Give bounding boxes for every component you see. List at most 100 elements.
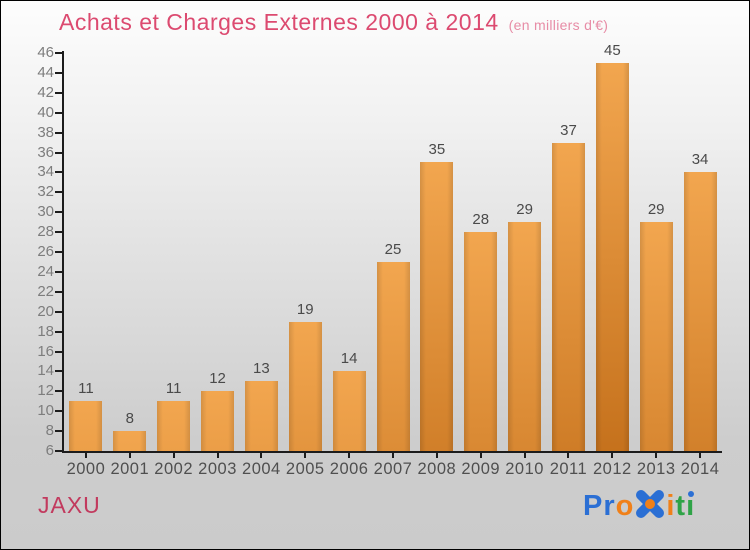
y-axis-tick-mark [55, 91, 62, 94]
x-axis-tick-mark [567, 453, 570, 458]
company-label: JAXU [38, 492, 101, 518]
y-axis-tick-label: 24 [37, 262, 54, 280]
y-axis-tick-mark [55, 131, 62, 134]
x-axis-tick-mark [611, 453, 614, 458]
bar-2006 [332, 371, 366, 451]
x-axis-category-label: 2013 [636, 460, 676, 478]
y-axis-tick-label: 42 [37, 83, 54, 101]
y-axis-tick-mark [55, 290, 62, 293]
x-axis-tick-mark [260, 453, 263, 458]
x-axis-tick-mark [435, 453, 438, 458]
bar-2013 [639, 222, 673, 451]
x-axis-category-label: 2003 [198, 460, 237, 478]
y-axis-tick-label: 34 [37, 163, 54, 181]
chart-subtitle: (en milliers d'€) [508, 17, 609, 33]
bar-2009 [464, 232, 498, 451]
y-axis-tick-mark [55, 430, 62, 433]
bar-value-label: 34 [691, 151, 709, 169]
y-axis-tick-mark [55, 52, 62, 54]
y-axis-tick-label: 28 [37, 223, 54, 241]
x-axis-tick-mark [304, 453, 307, 458]
x-axis-category-label: 2008 [417, 460, 457, 478]
x-axis-category-label: 2014 [680, 460, 720, 478]
y-axis-tick-mark [55, 350, 62, 353]
y-axis-tick-label: 22 [37, 282, 54, 300]
bar-value-label: 35 [428, 141, 446, 159]
y-axis-tick-label: 12 [37, 382, 54, 400]
bar-value-label: 37 [560, 121, 577, 139]
y-axis-tick-label: 18 [37, 322, 54, 340]
y-axis-tick-mark [55, 270, 62, 273]
y-axis-tick-mark [55, 171, 62, 174]
logo-letter: t [675, 490, 687, 522]
logo-letter: o [615, 490, 635, 522]
bar-value-label: 14 [340, 350, 358, 368]
y-axis-tick-label: 14 [37, 362, 54, 380]
logo-letter: i [666, 490, 676, 522]
bar-value-label: 8 [125, 410, 134, 428]
y-axis-tick-mark [55, 211, 62, 214]
y-axis-tick-mark [55, 71, 62, 74]
y-axis-tick-label: 38 [37, 123, 54, 141]
x-axis-category-label: 2000 [66, 460, 106, 478]
y-axis-tick-mark [55, 151, 62, 154]
bar-2001 [113, 431, 147, 451]
bar-value-label: 28 [472, 211, 490, 229]
bar-value-label: 12 [209, 370, 226, 388]
x-axis-tick-mark [216, 453, 219, 458]
x-axis-category-label: 2002 [154, 460, 194, 478]
y-axis-tick-mark [55, 390, 62, 393]
y-axis-tick-mark [55, 231, 62, 234]
y-axis-tick-label: 40 [37, 103, 54, 121]
y-axis-tick-label: 26 [37, 243, 54, 260]
y-axis-tick-label: 46 [37, 44, 54, 61]
proxiti-logo[interactable]: Pro itı [583, 488, 695, 523]
y-axis-tick-label: 6 [45, 442, 54, 459]
bar-2012 [595, 62, 629, 451]
x-axis-tick-mark [479, 453, 482, 458]
bar-2008 [420, 162, 454, 451]
bar-2000 [69, 401, 103, 451]
bar-2011 [551, 142, 585, 451]
x-axis-category-label: 2006 [329, 460, 369, 478]
bar-value-label: 45 [603, 41, 621, 59]
y-axis-tick-label: 32 [37, 183, 54, 201]
bar-value-label: 29 [647, 201, 665, 219]
x-flower-icon [636, 490, 665, 518]
bar-2002 [157, 401, 191, 451]
y-axis-tick-mark [55, 251, 62, 253]
x-axis-category-label: 2012 [592, 460, 632, 478]
x-axis-tick-mark [128, 453, 131, 458]
y-axis-tick-label: 8 [45, 422, 54, 440]
y-axis-tick-mark [55, 310, 62, 313]
y-axis-line [62, 51, 64, 451]
x-axis-category-label: 2011 [549, 460, 588, 478]
x-axis-category-label: 2005 [285, 460, 325, 478]
x-axis-tick-mark [655, 453, 658, 458]
bar-2014 [683, 172, 717, 451]
x-axis-category-label: 2010 [505, 460, 544, 478]
x-axis-category-label: 2009 [461, 460, 501, 478]
x-axis-category-label: 2004 [242, 460, 281, 478]
chart-header: Achats et Charges Externes 2000 à 2014 (e… [59, 9, 608, 36]
bar-2003 [201, 391, 235, 451]
x-axis-tick-mark [172, 453, 175, 458]
x-axis-tick-mark [392, 453, 394, 458]
x-axis-tick-mark [699, 453, 702, 458]
logo-letter: ı [686, 490, 696, 522]
y-axis-tick-label: 10 [37, 402, 54, 420]
bar-value-label: 25 [384, 240, 402, 258]
y-axis-tick-label: 44 [37, 63, 54, 81]
bar-value-label: 13 [253, 360, 270, 378]
y-axis-tick-label: 16 [37, 342, 54, 360]
plot-area: 6 8 10 12 14 16 18 20 22 24 26 28 30 32 34 36 38 40 42 44 46… [37, 42, 722, 478]
x-axis-tick-mark [348, 453, 351, 458]
x-axis-line [62, 451, 722, 453]
bar-2007 [376, 261, 410, 451]
x-axis-category-label: 2001 [110, 460, 150, 478]
x-axis-tick-mark [523, 453, 526, 458]
logo-letter: P [583, 490, 604, 522]
x-axis-category-label: 2007 [373, 460, 413, 478]
y-axis-tick-mark [55, 111, 62, 114]
